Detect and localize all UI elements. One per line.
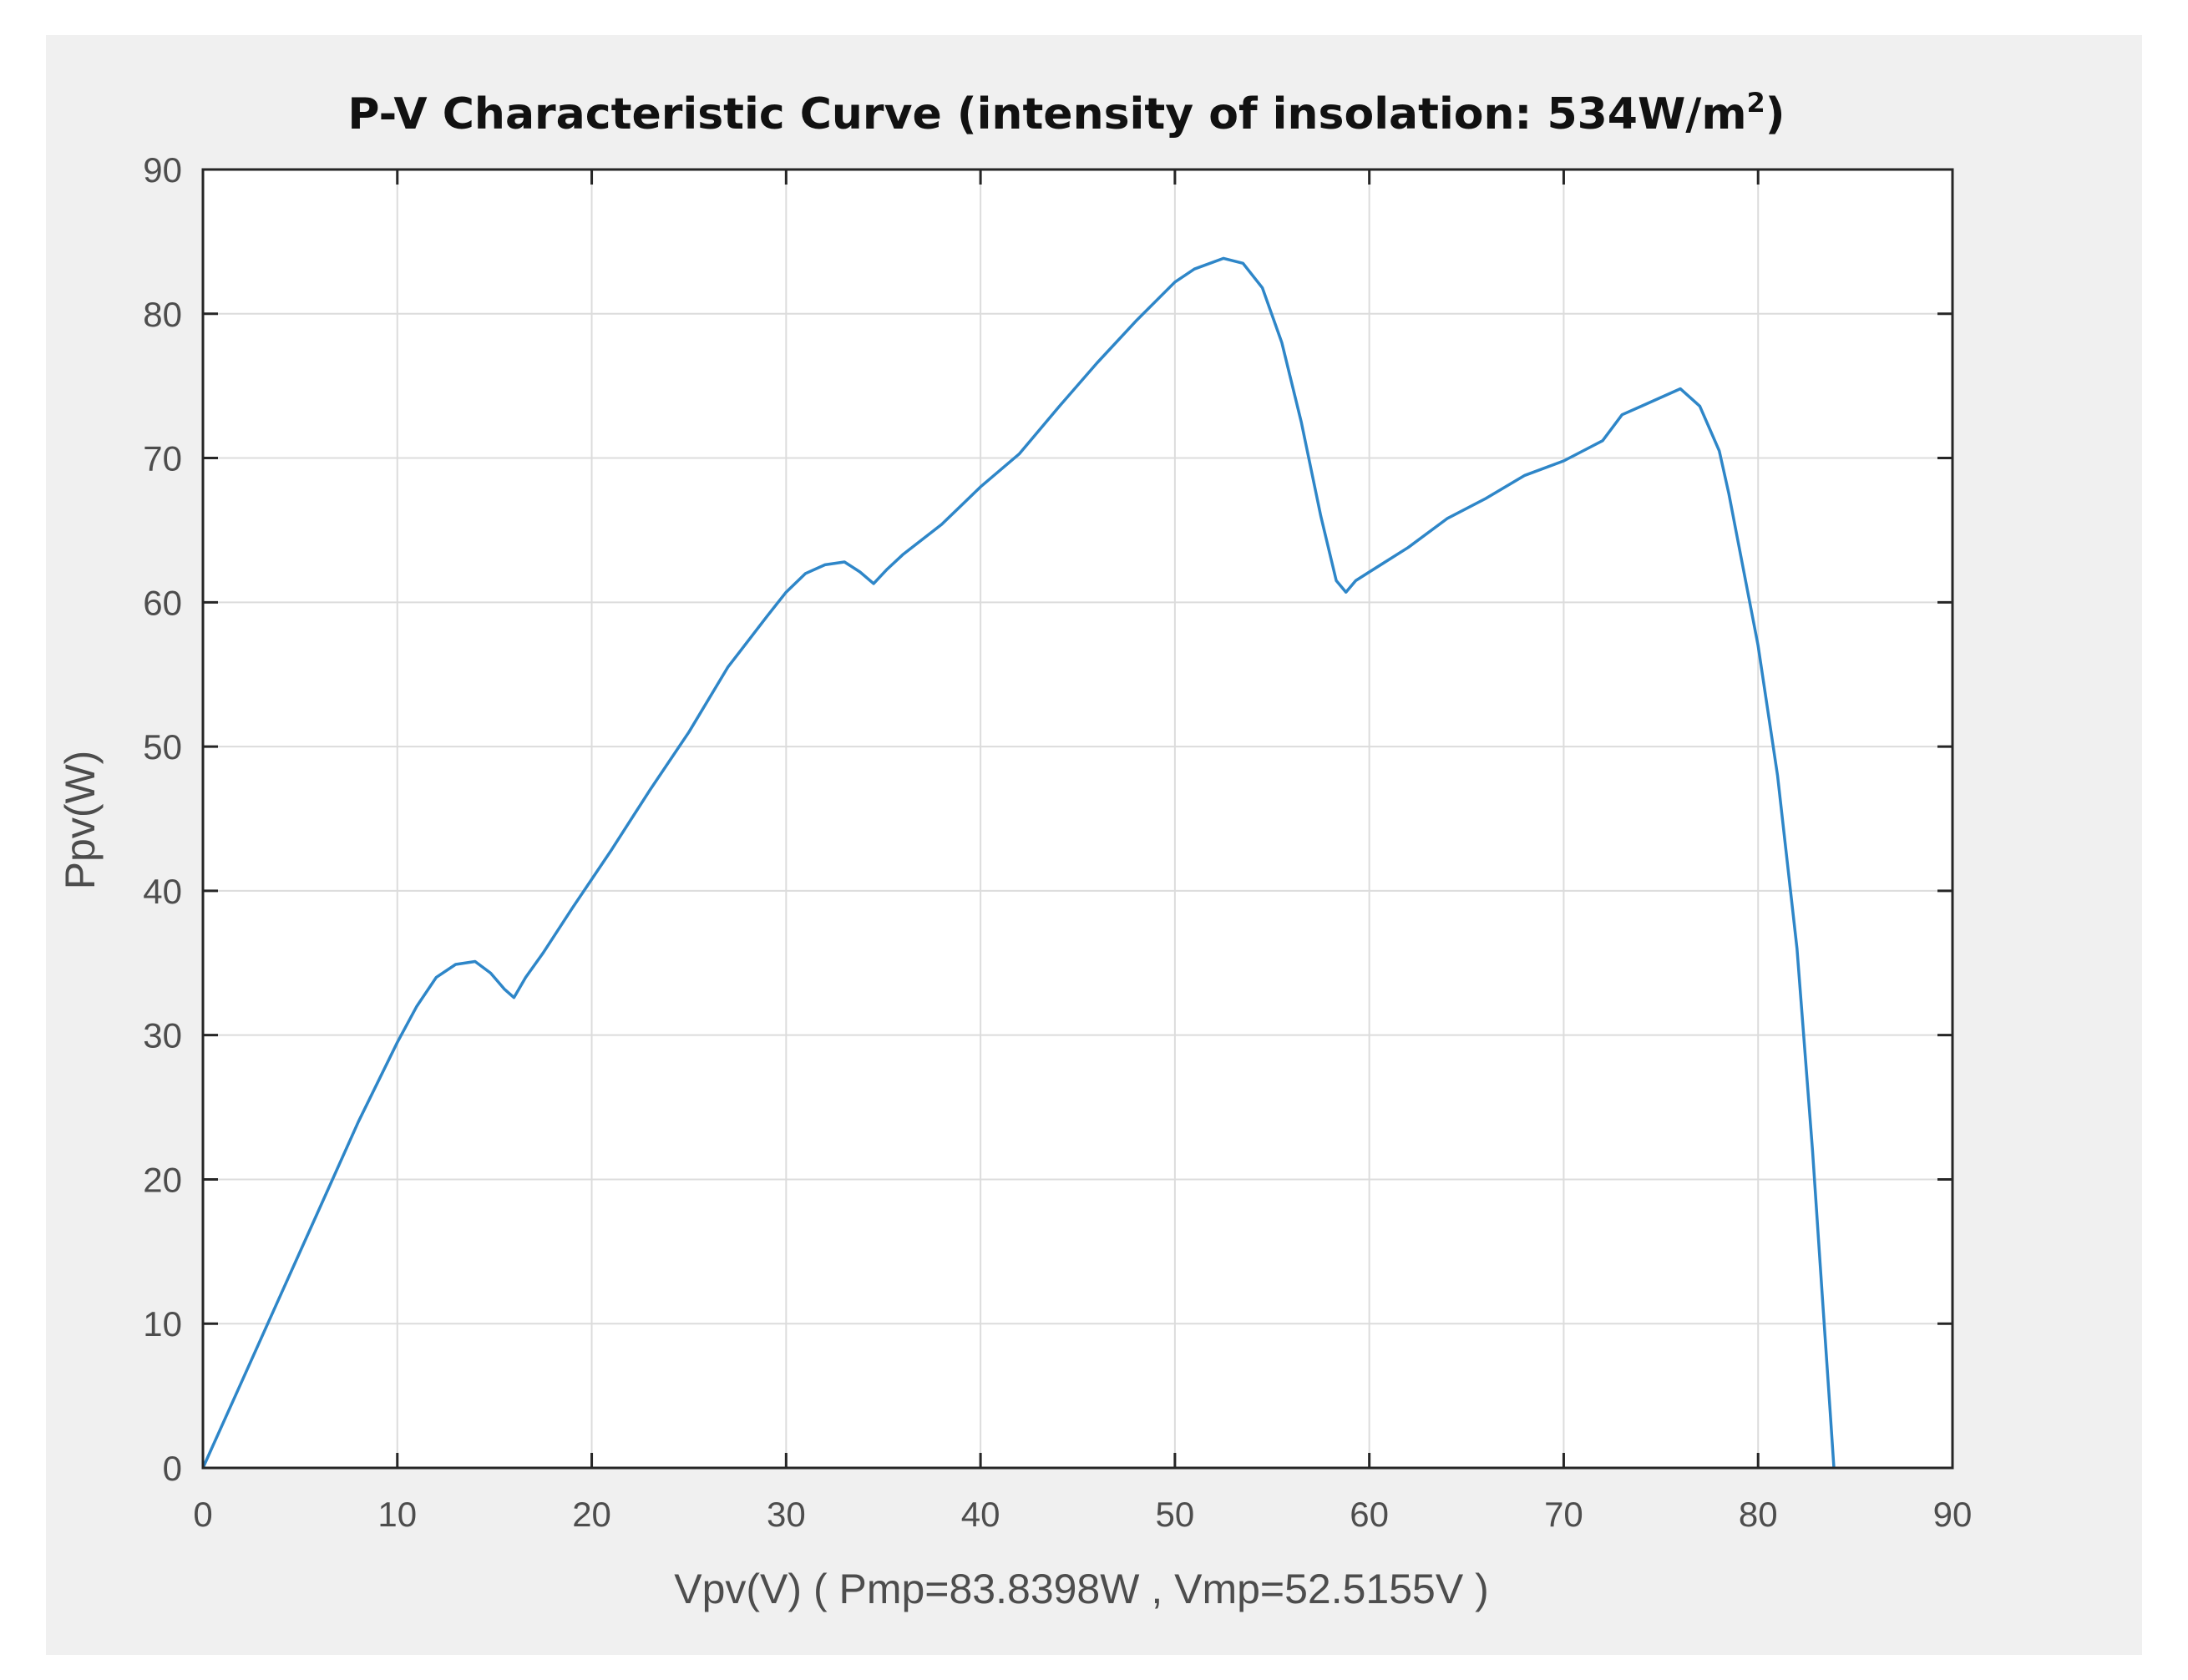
x-tick-label: 60 <box>1350 1495 1389 1534</box>
pv-chart: P-V Characteristic Curve (intensity of i… <box>57 87 1972 1612</box>
plot-border <box>201 168 1954 1470</box>
x-tick-label: 30 <box>767 1495 806 1534</box>
y-tick-label: 20 <box>143 1160 182 1199</box>
y-tick-label: 90 <box>143 150 182 190</box>
x-tick-label: 0 <box>193 1495 212 1534</box>
x-tick-label: 90 <box>1933 1495 1973 1534</box>
grid-layer <box>203 170 1952 1468</box>
y-axis-title: Ppv(W) <box>57 751 104 890</box>
y-tick-label: 70 <box>143 439 182 478</box>
figure-panel: P-V Characteristic Curve (intensity of i… <box>46 35 2142 1655</box>
tick-label-layer: 0 10 20 30 40 50 60 70 80 90 0 10 20 30 40 50 60 70 80 90 <box>143 150 1972 1534</box>
plot-area <box>203 170 1952 1468</box>
x-tick-label: 50 <box>1156 1495 1195 1534</box>
y-tick-label: 80 <box>143 295 182 334</box>
y-tick-label: 60 <box>143 583 182 622</box>
x-tick-label: 70 <box>1544 1495 1583 1534</box>
chart-title-main: P-V Characteristic Curve (intensity of i… <box>347 89 1746 139</box>
y-tick-label: 50 <box>143 727 182 767</box>
y-tick-label: 10 <box>143 1304 182 1343</box>
y-tick-label: 40 <box>143 872 182 911</box>
x-tick-label: 80 <box>1739 1495 1778 1534</box>
x-tick-label: 10 <box>377 1495 417 1534</box>
y-tick-label: 30 <box>143 1016 182 1055</box>
chart-title-suffix: ) <box>1765 89 1785 139</box>
series-line-pv-curve <box>201 256 1836 1469</box>
x-tick-label: 40 <box>961 1495 1000 1534</box>
x-axis-title: Vpv(V) ( Pmp=83.8398W , Vmp=52.5155V ) <box>674 1566 1489 1612</box>
chart-title-superscript: 2 <box>1747 87 1765 119</box>
series-layer <box>201 256 1836 1469</box>
y-tick-label: 0 <box>163 1449 182 1488</box>
chart-title: P-V Characteristic Curve (intensity of i… <box>347 87 1785 139</box>
x-tick-label: 20 <box>572 1495 611 1534</box>
